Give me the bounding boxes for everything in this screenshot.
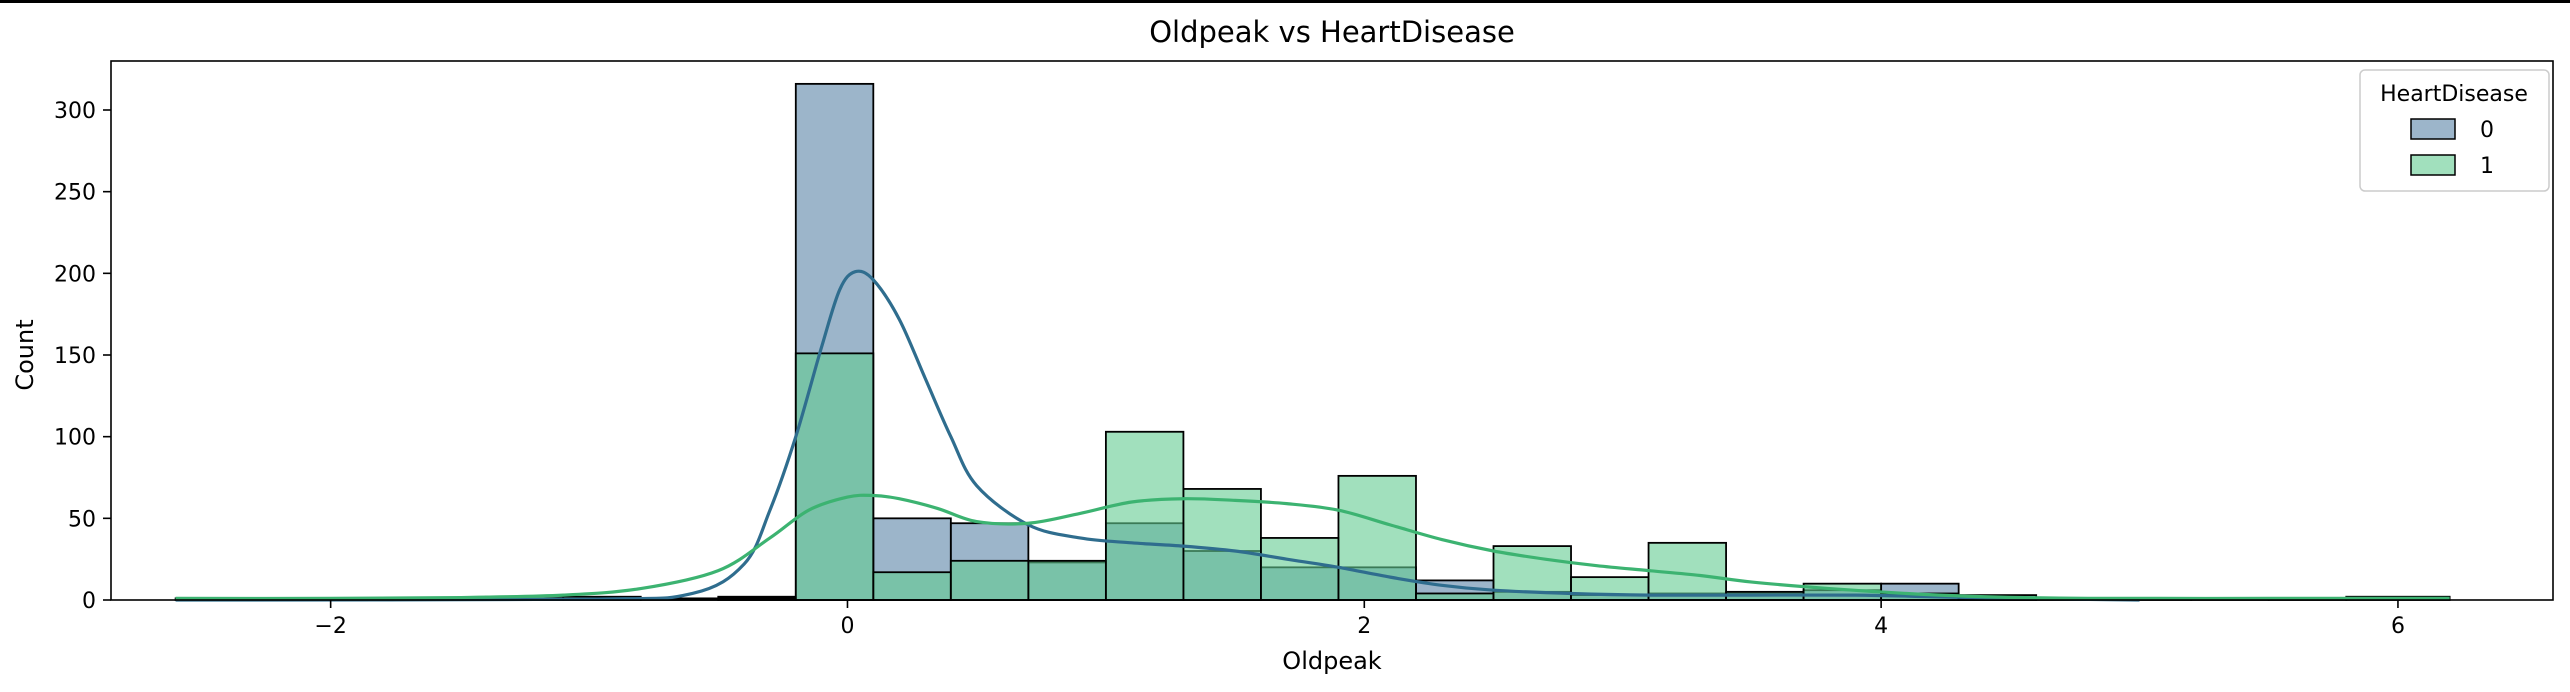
top-border bbox=[0, 0, 2570, 3]
plot-area-frame bbox=[110, 60, 2554, 601]
kde-line-0 bbox=[175, 269, 2140, 602]
y-tick-label: 200 bbox=[54, 262, 96, 287]
series-1-bar bbox=[872, 571, 952, 601]
legend-swatch-0 bbox=[2410, 118, 2456, 140]
x-axis-label: Oldpeak bbox=[1282, 647, 1382, 675]
series-1-bar bbox=[1337, 474, 1417, 601]
series-1-bar bbox=[1104, 430, 1185, 601]
y-tick-label: 0 bbox=[82, 589, 96, 614]
y-tick-label: 50 bbox=[68, 507, 96, 532]
legend-title: HeartDisease bbox=[2380, 82, 2528, 107]
legend-swatch-1 bbox=[2410, 154, 2456, 176]
x-tick-label: 4 bbox=[1874, 614, 1888, 639]
y-tick-label: 300 bbox=[54, 99, 96, 124]
series-1-bar bbox=[794, 352, 875, 601]
x-tick-label: 2 bbox=[1357, 614, 1371, 639]
series-1-bar bbox=[1260, 537, 1340, 601]
kde-curves bbox=[175, 269, 2450, 602]
chart-title: Oldpeak vs HeartDisease bbox=[1149, 15, 1515, 49]
x-tick-label: 6 bbox=[2391, 614, 2405, 639]
series-1-bar bbox=[1182, 488, 1262, 601]
x-tick-label: −2 bbox=[314, 614, 346, 639]
y-axis-label: Count bbox=[11, 319, 39, 390]
legend-label-0: 0 bbox=[2480, 118, 2494, 143]
y-tick-label: 150 bbox=[54, 344, 96, 369]
x-tick-label: 0 bbox=[840, 614, 854, 639]
series-1-bar bbox=[949, 559, 1030, 601]
y-axis: 0 50 100 150 200 250 300 bbox=[54, 99, 111, 614]
y-tick-label: 100 bbox=[54, 426, 96, 451]
x-axis: −2 0 2 4 6 bbox=[314, 600, 2405, 639]
legend: HeartDisease 0 1 bbox=[2359, 69, 2550, 192]
legend-label-1: 1 bbox=[2480, 154, 2494, 179]
series-1-bar bbox=[1415, 592, 1495, 601]
kde-line-1 bbox=[175, 493, 2450, 601]
series-1-bar bbox=[1027, 559, 1107, 601]
y-tick-label: 250 bbox=[54, 181, 96, 206]
